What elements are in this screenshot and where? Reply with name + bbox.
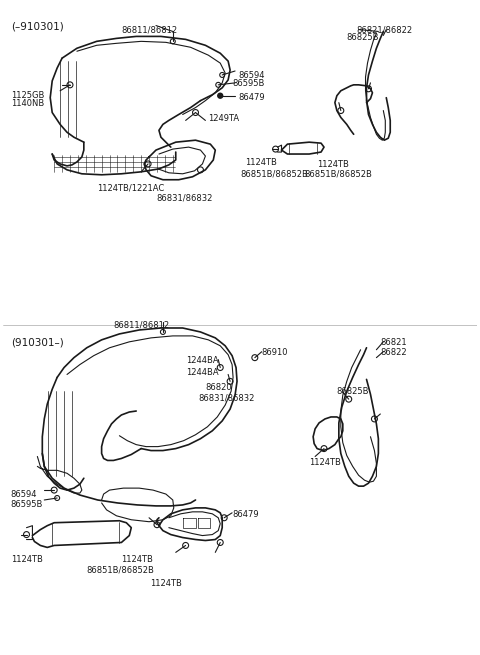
Text: 86479: 86479 bbox=[232, 510, 259, 519]
Text: 86825B: 86825B bbox=[337, 387, 370, 396]
Text: 1125GB: 1125GB bbox=[11, 91, 44, 100]
Circle shape bbox=[218, 93, 223, 98]
Text: 86825B: 86825B bbox=[347, 33, 379, 43]
Text: 1124TB/1221AC: 1124TB/1221AC bbox=[96, 183, 164, 193]
Text: 1124TB: 1124TB bbox=[150, 579, 182, 588]
Text: 86851B/86852B: 86851B/86852B bbox=[240, 170, 308, 179]
Text: 86831/86832: 86831/86832 bbox=[199, 393, 255, 402]
Text: 1249TA: 1249TA bbox=[208, 115, 240, 124]
Text: (910301–): (910301–) bbox=[11, 338, 63, 348]
Text: 86851B/86852B: 86851B/86852B bbox=[304, 170, 372, 179]
Text: 86822: 86822 bbox=[380, 348, 407, 357]
Text: 86811/86812: 86811/86812 bbox=[113, 320, 169, 329]
Text: 1244BA: 1244BA bbox=[186, 356, 218, 365]
Text: 1124TB: 1124TB bbox=[317, 160, 349, 169]
Text: 86910: 86910 bbox=[262, 348, 288, 357]
Text: 86594: 86594 bbox=[11, 490, 37, 499]
Text: 1124TB: 1124TB bbox=[309, 458, 341, 468]
Text: 86595B: 86595B bbox=[11, 500, 43, 509]
Text: (–910301): (–910301) bbox=[11, 22, 63, 31]
Text: 86594: 86594 bbox=[238, 71, 264, 80]
Text: 1124TB: 1124TB bbox=[245, 158, 277, 167]
Text: 86811/86812: 86811/86812 bbox=[121, 26, 178, 35]
Text: 1140NB: 1140NB bbox=[11, 99, 44, 107]
Text: 86821: 86821 bbox=[380, 338, 407, 347]
Text: 86831/86832: 86831/86832 bbox=[156, 194, 212, 202]
Text: 86851B/86852B: 86851B/86852B bbox=[87, 565, 155, 574]
Text: 86821/86822: 86821/86822 bbox=[357, 26, 413, 35]
Text: 1124TB: 1124TB bbox=[11, 555, 43, 565]
Text: 86820: 86820 bbox=[205, 383, 232, 392]
Text: 1244BA: 1244BA bbox=[186, 367, 218, 377]
Text: 86595B: 86595B bbox=[232, 79, 264, 88]
Text: 1124TB: 1124TB bbox=[121, 555, 153, 565]
Text: 86479: 86479 bbox=[238, 93, 264, 102]
